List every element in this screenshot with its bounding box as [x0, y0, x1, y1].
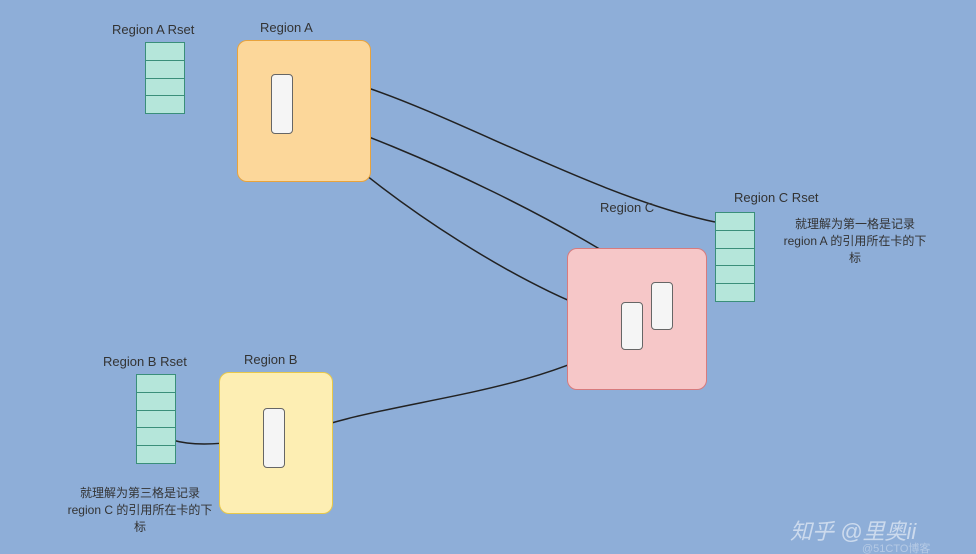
object-c1 [621, 302, 643, 350]
rset-a-label: Region A Rset [112, 22, 194, 37]
region-c-label: Region C [600, 200, 654, 215]
rset-cell [136, 411, 176, 429]
rset-cell [715, 284, 755, 302]
rset-cell [715, 212, 755, 231]
region-a-box [237, 40, 371, 182]
rset-c-stack [715, 212, 755, 302]
note-c-text: 就理解为第一格是记录 region A 的引用所在卡的下 标 [765, 215, 945, 266]
rset-cell [715, 249, 755, 267]
object-c2 [651, 282, 673, 330]
object-b [263, 408, 285, 468]
region-b-label: Region B [244, 352, 297, 367]
watermark-secondary: @51CTO博客 [862, 540, 930, 554]
rset-b-stack [136, 374, 176, 464]
object-a [271, 74, 293, 134]
rset-cell [715, 231, 755, 249]
rset-cell [715, 266, 755, 284]
rset-c-label: Region C Rset [734, 190, 819, 205]
rset-cell [136, 428, 176, 446]
rset-cell [145, 96, 185, 114]
rset-cell [145, 42, 185, 61]
rset-b-label: Region B Rset [103, 354, 187, 369]
rset-cell [136, 446, 176, 464]
rset-cell [145, 61, 185, 79]
rset-cell [136, 393, 176, 411]
note-b-text: 就理解为第三格是记录 region C 的引用所在卡的下 标 [50, 484, 230, 535]
rset-a-stack [145, 42, 185, 114]
region-a-label: Region A [260, 20, 313, 35]
rset-cell [136, 374, 176, 393]
rset-cell [145, 79, 185, 97]
